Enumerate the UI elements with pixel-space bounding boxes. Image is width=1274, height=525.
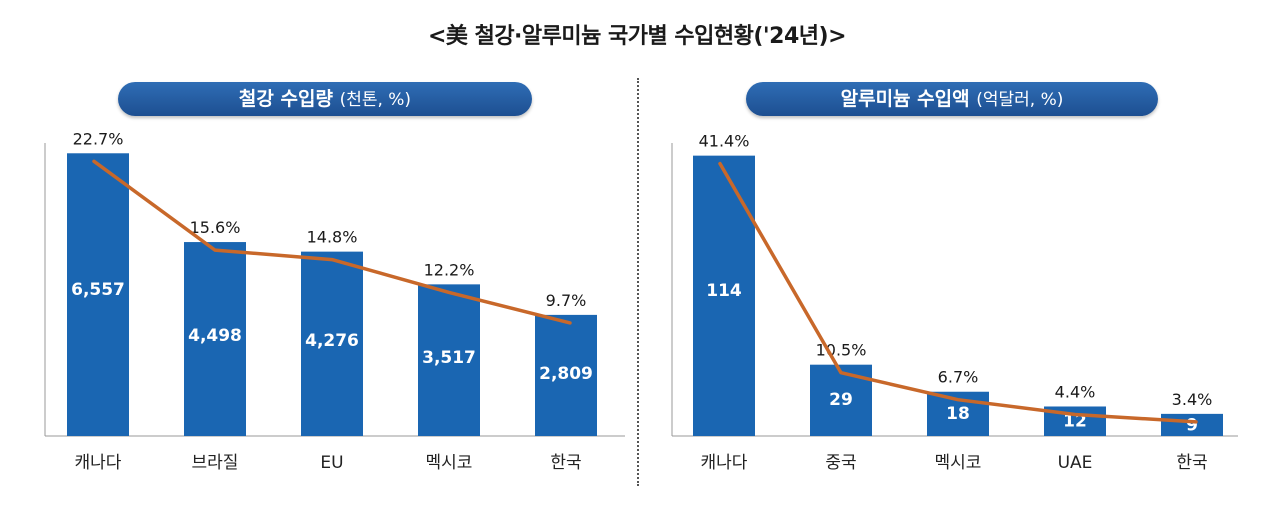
steel-bar [418, 284, 480, 436]
steel-share-label: 15.6% [190, 218, 241, 237]
aluminum-value-label: 12 [1063, 412, 1087, 432]
aluminum-category-label: 한국 [1176, 453, 1207, 473]
steel-share-label: 12.2% [424, 260, 475, 279]
main-title: <美 철강·알루미늄 국가별 수입현황('24년)> [427, 24, 847, 49]
aluminum-share-label: 6.7% [938, 368, 979, 387]
steel-category-label: 한국 [550, 453, 581, 473]
aluminum-chart-unit: (억달러, %) [976, 90, 1064, 110]
steel-bar [67, 153, 129, 436]
steel-share-line [92, 159, 572, 325]
aluminum-category-label: UAE [1058, 453, 1093, 473]
aluminum-chart-header: 알루미늄 수입액 (억달러, %) [746, 82, 1158, 116]
aluminum-share-label: 10.5% [816, 341, 867, 360]
steel-value-label: 2,809 [539, 364, 593, 384]
steel-category-label: 멕시코 [426, 453, 473, 473]
aluminum-share-line [718, 161, 1198, 424]
aluminum-value-label: 18 [946, 404, 970, 424]
aluminum-bar [693, 155, 755, 436]
steel-category-label: EU [320, 453, 343, 473]
aluminum-share-label: 3.4% [1172, 390, 1213, 409]
steel-share-label: 9.7% [546, 291, 587, 310]
aluminum-value-label: 114 [706, 281, 742, 301]
chart-divider [637, 78, 639, 486]
steel-bar [184, 242, 246, 436]
aluminum-value-label: 29 [829, 390, 853, 410]
aluminum-share-label: 41.4% [699, 132, 750, 151]
steel-share-label: 14.8% [307, 228, 358, 247]
steel-share-label: 22.7% [73, 129, 124, 148]
aluminum-category-label: 캐나다 [701, 453, 748, 473]
aluminum-category-label: 멕시코 [935, 453, 982, 473]
steel-value-label: 6,557 [71, 280, 125, 300]
aluminum-chart-title: 알루미늄 수입액 [840, 88, 970, 110]
steel-bar [301, 251, 363, 436]
steel-value-label: 4,498 [188, 326, 242, 346]
steel-category-label: 브라질 [192, 453, 239, 473]
steel-chart-title: 철강 수입량 [238, 88, 333, 110]
steel-bar [535, 314, 597, 436]
steel-chart-header: 철강 수입량 (천톤, %) [118, 82, 532, 116]
aluminum-category-label: 중국 [825, 453, 856, 473]
aluminum-value-label: 9 [1186, 415, 1198, 435]
steel-value-label: 3,517 [422, 348, 476, 368]
steel-value-label: 4,276 [305, 331, 359, 351]
aluminum-share-label: 4.4% [1055, 382, 1096, 401]
steel-category-label: 캐나다 [75, 453, 122, 473]
steel-chart-unit: (천톤, %) [339, 90, 412, 110]
